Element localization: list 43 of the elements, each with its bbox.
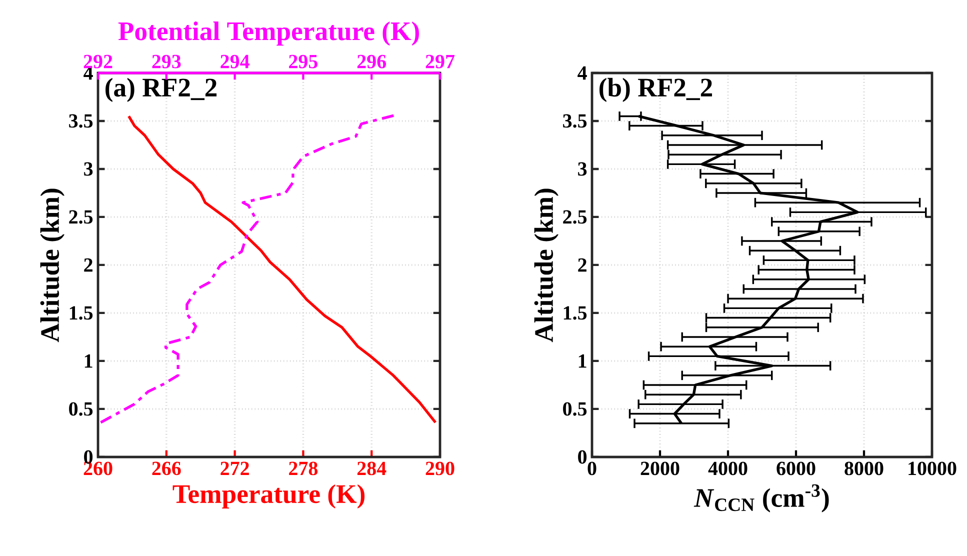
y-tick-label: 0.5 — [69, 402, 93, 416]
y-tick-label: 1.5 — [70, 306, 93, 320]
y-tick-label: 2.5 — [563, 210, 587, 224]
x-tick-label: 290 — [426, 462, 454, 476]
y-tick-label: 1 — [578, 354, 586, 368]
x-tick-label: 4000 — [708, 462, 748, 476]
x-tick-label: 10000 — [908, 462, 956, 476]
x-tick-label: 2000 — [640, 462, 680, 476]
y-tick-label: 0 — [84, 450, 93, 464]
x-tick-label: 0 — [588, 462, 596, 476]
x-tick-label: 284 — [357, 462, 386, 476]
y-tick-label: 2 — [84, 258, 92, 272]
x-tick-label: 6000 — [776, 462, 816, 476]
x2-tick-label: 294 — [220, 54, 250, 68]
x2-tick-label: 293 — [152, 54, 181, 68]
x2-tick-label: 295 — [289, 54, 318, 68]
x-tick-label: 278 — [289, 462, 318, 476]
y-tick-label: 0.5 — [563, 402, 587, 416]
x2-axis-title: Potential Temperature (K) — [118, 22, 419, 46]
y-tick-label: 0 — [578, 450, 587, 464]
x2-tick-label: 296 — [357, 54, 386, 68]
y-tick-label: 1.5 — [564, 306, 587, 320]
x-tick-label: 260 — [84, 462, 112, 476]
y-tick-label: 2 — [578, 258, 586, 272]
x-axis-title: Temperature (K) — [172, 484, 364, 509]
x-tick-label: 8000 — [844, 462, 884, 476]
x-tick-label: 272 — [220, 462, 249, 475]
y-tick-label: 2.5 — [69, 210, 93, 224]
y-tick-label: 1 — [84, 354, 92, 368]
y-tick-label: 3 — [84, 162, 93, 176]
y-tick-label: 3.5 — [69, 114, 93, 128]
chart-title: (b) RF2_2 — [600, 78, 712, 102]
y-axis-title: Altitude (km) — [534, 188, 558, 342]
x2-tick-label: 297 — [426, 54, 455, 68]
y-tick-label: 3 — [578, 162, 587, 176]
chart-title: (a) RF2_2 — [106, 78, 217, 102]
y-tick-label: 3.5 — [563, 114, 587, 128]
line-series — [127, 114, 437, 424]
x-tick-label: 266 — [152, 462, 181, 476]
x2-tick-label: 292 — [84, 54, 112, 68]
y-tick-label: 4 — [578, 66, 587, 80]
y-axis-title: Altitude (km) — [40, 188, 64, 342]
x-axis-title: N$_{CCN}$ (cm$^{-3}$) — [694, 484, 829, 512]
